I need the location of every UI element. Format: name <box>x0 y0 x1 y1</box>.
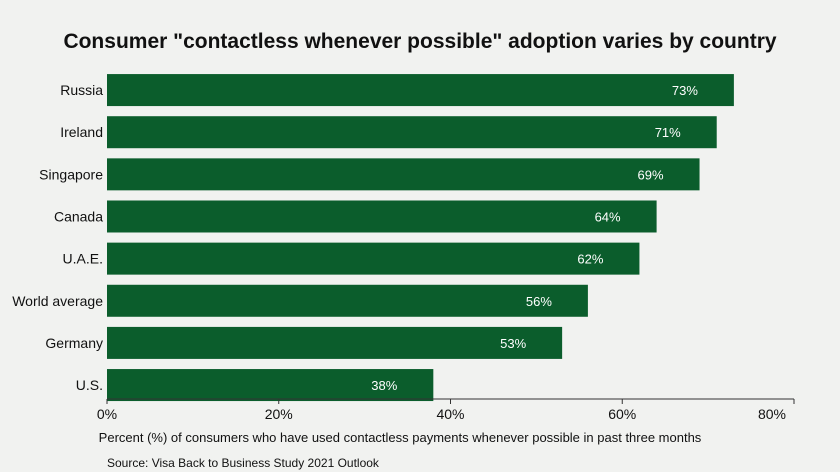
value-label: 73% <box>672 83 698 98</box>
bar-singapore <box>107 158 700 191</box>
category-label: Ireland <box>60 124 103 140</box>
value-label: 71% <box>655 125 681 140</box>
bar-ireland <box>107 116 717 149</box>
category-label: Canada <box>54 208 103 224</box>
bar-world-average <box>107 284 588 317</box>
value-label: 69% <box>638 167 664 182</box>
value-label: 64% <box>595 209 621 224</box>
value-label: 38% <box>371 378 397 393</box>
bar-u-a-e- <box>107 242 640 275</box>
category-label: Singapore <box>39 166 103 182</box>
category-label: Germany <box>45 335 103 351</box>
bar-chart: Russia 73% Ireland 71% Singapore 69% Canada 64%… <box>12 74 795 422</box>
category-label: World average <box>12 293 103 309</box>
value-label: 62% <box>577 252 603 267</box>
bar-canada <box>107 200 657 233</box>
value-label: 56% <box>526 294 552 309</box>
chart-title: Consumer "contactless whenever possible"… <box>63 30 777 53</box>
x-tick-label: 40% <box>436 406 464 422</box>
x-tick-label: 60% <box>608 406 636 422</box>
x-tick-label: 80% <box>758 406 786 422</box>
category-label: U.S. <box>76 377 103 393</box>
x-tick-label: 0% <box>97 406 117 422</box>
category-label: Russia <box>60 82 103 98</box>
bar-russia <box>107 74 734 107</box>
bar-germany <box>107 326 563 359</box>
source-note: Source: Visa Back to Business Study 2021… <box>107 456 379 470</box>
value-label: 53% <box>500 336 526 351</box>
x-axis-label: Percent (%) of consumers who have used c… <box>98 430 702 445</box>
x-tick-label: 20% <box>265 406 293 422</box>
category-label: U.A.E. <box>63 251 103 267</box>
bar-u-s- <box>107 369 434 402</box>
